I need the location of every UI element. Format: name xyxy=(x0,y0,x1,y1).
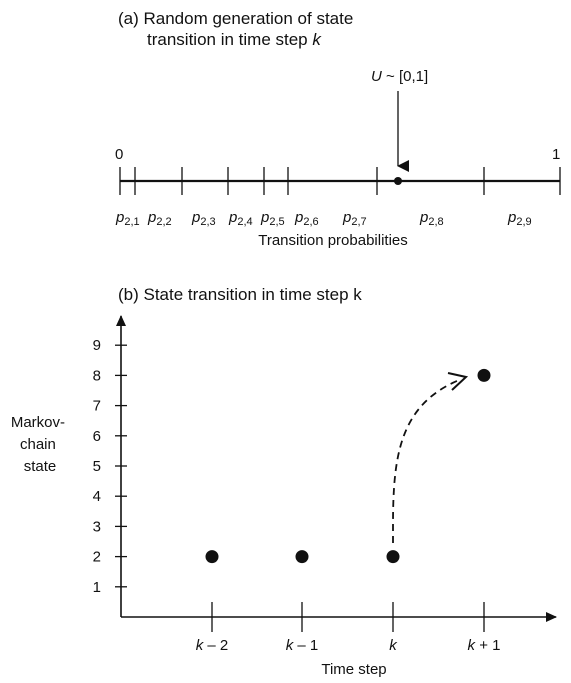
y-tick-label: 3 xyxy=(93,518,101,535)
panel-b: (b) State transition in time step k Mark… xyxy=(11,285,557,678)
data-point xyxy=(205,550,219,564)
probability-labels: p2,1 p2,2 p2,3 p2,4 p2,5 p2,6 p2,7 p2,8 p2,9 xyxy=(115,209,532,228)
y-tick-label: 1 xyxy=(93,579,101,596)
y-tick-label: 7 xyxy=(93,398,101,415)
probability-label: p2,6 xyxy=(294,209,319,228)
probability-label: p2,9 xyxy=(507,209,532,228)
y-tick-label: 4 xyxy=(93,488,101,505)
y-tick-label: 9 xyxy=(93,337,101,354)
probability-label: p2,1 xyxy=(115,209,140,228)
y-tick-label: 2 xyxy=(93,549,101,566)
data-point xyxy=(477,368,491,382)
panel-a-title-line1: (a) Random generation of state xyxy=(118,9,353,28)
transition-arrowhead xyxy=(447,372,469,391)
axis-caption: Transition probabilities xyxy=(258,232,408,249)
x-axis-ticks: k – 2 k – 1 k k + 1 xyxy=(196,602,501,654)
data-point xyxy=(386,550,400,564)
probability-label: p2,5 xyxy=(260,209,285,228)
transition-arrow xyxy=(392,379,460,543)
y-axis-title: Markov- chain state xyxy=(11,414,69,475)
data-point xyxy=(295,550,309,564)
axis-end-label: 1 xyxy=(552,146,560,163)
y-axis-title-line1: Markov- xyxy=(11,414,65,431)
probability-label: p2,4 xyxy=(228,209,253,228)
panel-b-title: (b) State transition in time step k xyxy=(118,285,362,304)
x-tick-label: k – 1 xyxy=(286,637,319,654)
x-tick-label: k – 2 xyxy=(196,637,229,654)
y-axis-ticks: 1 2 3 4 5 6 7 8 9 xyxy=(93,337,127,596)
x-tick-label: k xyxy=(389,637,398,654)
probability-label: p2,8 xyxy=(419,209,444,228)
x-tick-label: k + 1 xyxy=(468,637,501,654)
y-tick-label: 6 xyxy=(93,428,101,445)
axis-start-label: 0 xyxy=(115,146,123,163)
y-axis-title-line3: state xyxy=(24,458,57,475)
panel-a: (a) Random generation of state transitio… xyxy=(115,9,561,249)
y-tick-label: 8 xyxy=(93,367,101,384)
probability-label: p2,7 xyxy=(342,209,367,228)
u-label: U ~ [0,1] xyxy=(371,68,428,85)
x-axis-title: Time step xyxy=(321,661,386,678)
y-tick-label: 5 xyxy=(93,458,101,475)
panel-a-title-line2: transition in time step k xyxy=(147,30,322,49)
u-sample-point xyxy=(394,177,402,185)
probability-label: p2,2 xyxy=(147,209,172,228)
y-axis-title-line2: chain xyxy=(20,436,56,453)
data-points xyxy=(205,368,491,564)
probability-label: p2,3 xyxy=(191,209,216,228)
probability-axis-ticks xyxy=(119,167,561,195)
